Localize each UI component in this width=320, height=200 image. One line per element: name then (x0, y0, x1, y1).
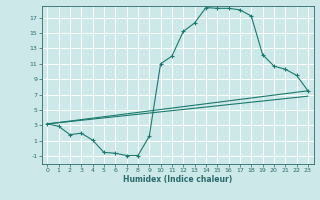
X-axis label: Humidex (Indice chaleur): Humidex (Indice chaleur) (123, 175, 232, 184)
